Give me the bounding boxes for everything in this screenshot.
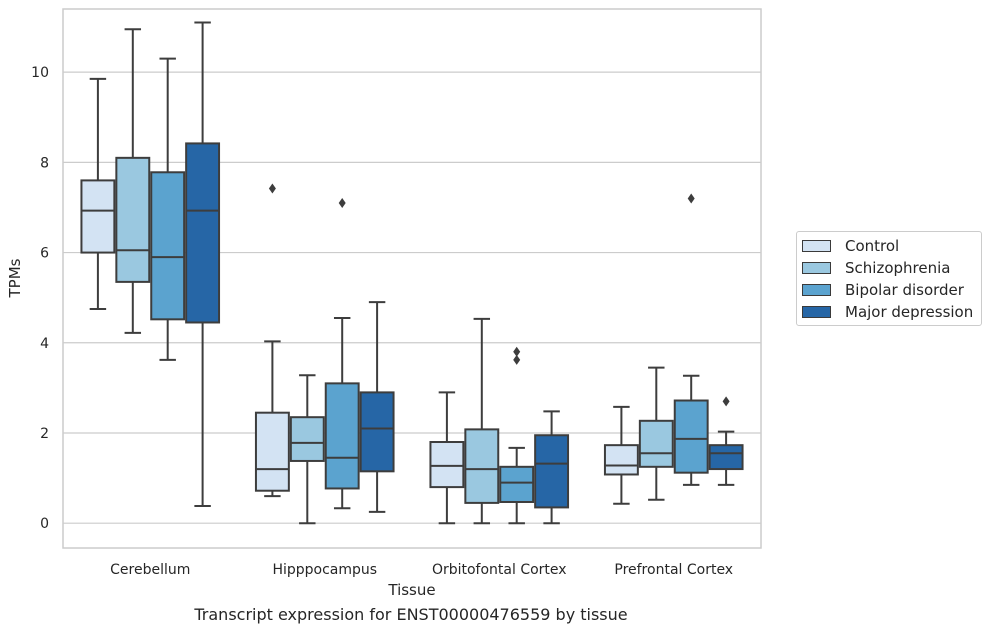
x-tick-label-prefrontal-cortex: Prefrontal Cortex [614, 562, 733, 578]
y-tick-label-0: 0 [40, 516, 49, 532]
legend-item-schizophrenia: Schizophrenia [802, 258, 950, 278]
legend-swatch-bipolar-disorder [802, 284, 831, 296]
plot-frame [62, 8, 762, 549]
box-prefrontal-cortex-control [603, 444, 639, 476]
box-prefrontal-cortex-bipolar-disorder [673, 399, 709, 474]
y-axis-label: TPMs [6, 258, 24, 298]
box-cerebellum-major-depression [185, 142, 221, 324]
legend-swatch-schizophrenia [802, 262, 831, 274]
box-hipppocampus-bipolar-disorder [324, 382, 360, 490]
legend-item-bipolar-disorder: Bipolar disorder [802, 280, 964, 300]
box-prefrontal-cortex-major-depression [708, 444, 744, 471]
box-group-hipppocampus [254, 183, 395, 525]
y-tick-label-4: 4 [40, 336, 49, 352]
outlier-prefrontal-cortex-major-depression-0 [722, 396, 730, 407]
y-tick-label-10: 10 [31, 65, 49, 81]
legend-swatch-control [802, 240, 831, 252]
outlier-hipppocampus-control-0 [268, 183, 276, 194]
y-tick-label-2: 2 [40, 426, 49, 442]
box-orbitofontal-cortex-bipolar-disorder [499, 465, 535, 503]
x-tick-label-orbitofontal-cortex: Orbitofontal Cortex [432, 562, 567, 578]
box-hipppocampus-schizophrenia [289, 416, 325, 462]
box-orbitofontal-cortex-control [429, 441, 465, 489]
box-group-orbitofontal-cortex [429, 317, 570, 525]
y-tick-label-6: 6 [40, 246, 49, 262]
outlier-hipppocampus-bipolar-disorder-0 [338, 197, 346, 208]
box-cerebellum-bipolar-disorder [150, 171, 186, 321]
legend-label-bipolar-disorder: Bipolar disorder [845, 281, 964, 299]
box-cerebellum-control [80, 179, 116, 254]
outlier-prefrontal-cortex-bipolar-disorder-0 [687, 193, 695, 204]
legend-label-schizophrenia: Schizophrenia [845, 259, 951, 277]
x-tick-label-hipppocampus: Hipppocampus [272, 562, 377, 578]
box-orbitofontal-cortex-schizophrenia [464, 428, 500, 504]
box-prefrontal-cortex-schizophrenia [638, 419, 674, 468]
outlier-orbitofontal-cortex-bipolar-disorder-1 [513, 346, 521, 357]
x-axis-label: Tissue [387, 581, 435, 599]
y-tick-label-8: 8 [40, 155, 49, 171]
legend-label-major-depression: Major depression [845, 303, 974, 321]
legend-swatch-major-depression [802, 306, 831, 318]
legend-label-control: Control [845, 237, 900, 255]
legend-item-control: Control [802, 236, 899, 256]
box-orbitofontal-cortex-major-depression [534, 434, 570, 509]
chart-title: Transcript expression for ENST0000047655… [194, 605, 628, 624]
x-tick-labels: Cerebellum Hipppocampus Orbitofontal Corte… [110, 562, 733, 578]
box-cerebellum-schizophrenia [115, 156, 151, 283]
box-group-layer [80, 21, 744, 525]
box-hipppocampus-control [254, 411, 290, 492]
box-group-prefrontal-cortex [603, 193, 744, 505]
box-group-cerebellum [80, 21, 221, 508]
legend-item-major-depression: Major depression [802, 302, 973, 322]
x-tick-label-cerebellum: Cerebellum [110, 562, 190, 578]
legend: Control Schizophrenia Bipolar disorder M… [796, 231, 982, 326]
outlier-orbitofontal-cortex-bipolar-disorder-0 [513, 354, 521, 365]
box-hipppocampus-major-depression [359, 391, 395, 473]
y-tick-labels: 0 2 4 6 8 10 [31, 65, 49, 532]
